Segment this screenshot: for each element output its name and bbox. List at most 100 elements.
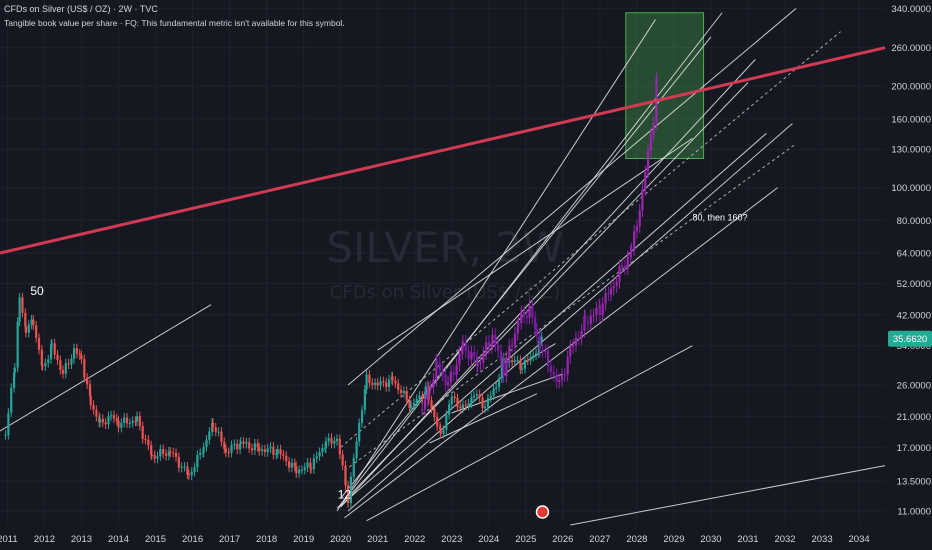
projection-candle — [560, 375, 564, 380]
projection-candle — [470, 352, 473, 360]
projection-candle — [464, 341, 467, 351]
projection-candle — [479, 362, 482, 364]
projection-candle — [522, 311, 526, 317]
candle — [513, 360, 516, 363]
projection-candle — [525, 316, 529, 318]
candle — [92, 404, 95, 410]
candle — [53, 343, 56, 355]
candle — [141, 426, 144, 439]
candle — [415, 398, 418, 404]
candle — [282, 454, 285, 456]
trend-line — [377, 137, 693, 351]
candle — [120, 422, 123, 428]
projection-candle — [626, 256, 629, 269]
candle — [117, 420, 120, 428]
candle — [16, 321, 19, 368]
candle — [107, 416, 110, 425]
candle — [115, 418, 118, 421]
projection-candle — [520, 311, 523, 323]
candle — [233, 443, 236, 446]
x-tick-label: 2021 — [367, 534, 388, 545]
candle — [112, 415, 116, 419]
candle — [412, 403, 415, 406]
y-tick-label: 13.5000 — [897, 477, 931, 488]
candle — [193, 467, 196, 472]
candle — [180, 466, 183, 468]
projection-candle — [461, 347, 464, 354]
candle — [327, 437, 330, 442]
drawings — [0, 7, 886, 526]
x-tick-label: 2033 — [811, 534, 832, 545]
projection-candle — [571, 345, 575, 347]
target-box — [625, 12, 705, 160]
projection-candle — [435, 360, 438, 380]
projection-candle — [601, 303, 604, 316]
projection-candle — [490, 342, 493, 348]
candle — [315, 456, 318, 459]
candle — [253, 443, 256, 451]
candle — [150, 454, 153, 456]
projection-candles — [421, 71, 658, 417]
projection-candle — [541, 350, 544, 352]
candle — [61, 370, 65, 374]
projection-candle — [516, 325, 519, 334]
candle — [41, 365, 44, 367]
trend-line — [451, 373, 564, 414]
y-tick-label: 160.0000 — [891, 114, 931, 125]
candle — [374, 382, 377, 385]
trend-line — [344, 187, 778, 519]
candle — [18, 297, 21, 322]
candle — [385, 382, 388, 388]
candle — [239, 441, 242, 444]
candle — [67, 363, 70, 365]
candle — [391, 376, 394, 381]
projection-candle — [511, 344, 514, 346]
candle — [387, 379, 391, 388]
candle — [448, 404, 451, 415]
projection-candle — [517, 322, 520, 326]
candle — [86, 377, 89, 385]
candle — [285, 455, 288, 462]
candle — [242, 441, 245, 444]
candle — [236, 443, 239, 450]
projection-candle — [612, 286, 615, 289]
projection-candle — [635, 226, 639, 232]
projection-candle — [586, 322, 590, 324]
fundamental-info: Tangible book value per share · FQ: This… — [4, 18, 345, 28]
candle — [183, 466, 186, 468]
last-price-tag — [888, 330, 932, 347]
x-tick-label: 2022 — [404, 534, 425, 545]
y-tick-label: 26.0000 — [897, 381, 931, 392]
candle — [300, 469, 304, 471]
y-tick-label: 11.0000 — [897, 507, 931, 518]
candle — [187, 474, 190, 476]
x-tick-label: 2032 — [774, 534, 795, 545]
candle — [349, 476, 353, 504]
candle — [220, 431, 223, 442]
candle — [134, 420, 137, 422]
candle — [217, 431, 220, 433]
y-tick-label: 42.0000 — [897, 310, 931, 321]
price-axis[interactable]: 340.0000 260.0000 200.0000 160.0000 130.0000… — [888, 4, 932, 518]
candle — [72, 348, 76, 359]
candle — [64, 363, 67, 374]
dashed-channel-line — [340, 31, 841, 448]
candle — [368, 374, 371, 383]
long-term-red-trendline — [0, 46, 886, 255]
candle — [32, 319, 35, 326]
dashed-channel-line — [344, 143, 797, 471]
candle — [190, 471, 193, 476]
candle — [7, 412, 10, 435]
candle — [223, 441, 226, 449]
candle — [500, 360, 503, 379]
candle — [75, 348, 78, 354]
candle — [12, 372, 16, 388]
time-axis[interactable]: 2011 2012 2013 2014 2015 2016 2017 2018 2019 2020… — [0, 534, 870, 545]
projection-candle — [620, 265, 624, 267]
annotation-label: 12 — [338, 487, 352, 501]
candle — [177, 456, 180, 468]
candle — [424, 386, 427, 392]
candle — [478, 394, 481, 398]
candle — [156, 456, 159, 459]
